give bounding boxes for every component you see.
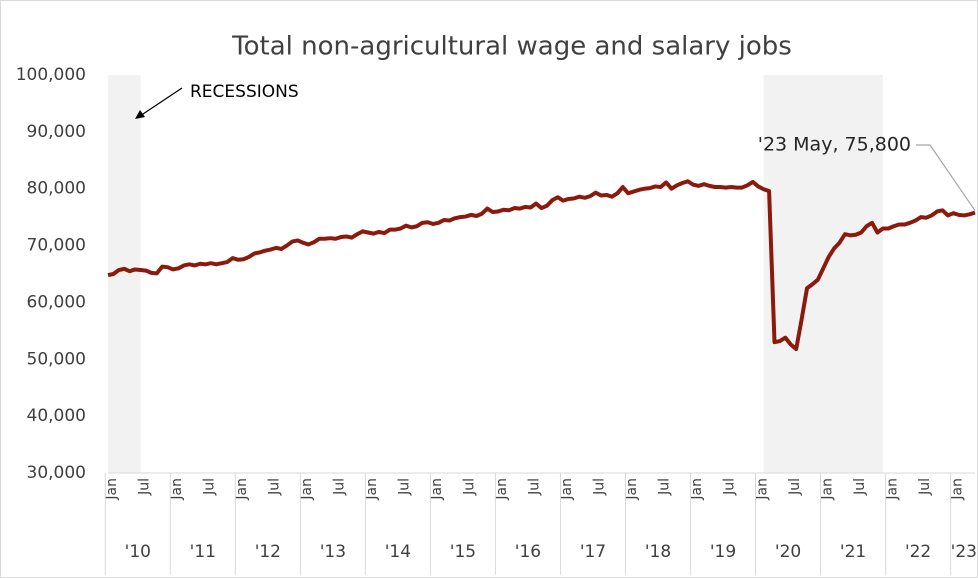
x-tick-label: Jul [657, 478, 673, 496]
x-tick-label: Jan [689, 478, 705, 501]
x-tick-label: Jan [624, 478, 640, 501]
recession-band [763, 75, 883, 473]
year-label: '14 [385, 542, 411, 562]
x-tick-label: Jan [169, 478, 185, 501]
x-tick-label: Jan [234, 478, 250, 501]
year-label: '23 [951, 542, 977, 562]
x-tick-label: Jan [559, 478, 575, 501]
x-tick-label: Jul [852, 478, 868, 496]
x-tick-label: Jul [787, 478, 803, 496]
annotation: '23 May, 75,800 [758, 134, 911, 156]
x-tick-label: Jul [917, 478, 933, 496]
year-label: '16 [515, 542, 541, 562]
x-tick-label: Jul [267, 478, 283, 496]
year-label: '20 [775, 542, 801, 562]
recession-label: RECESSIONS [190, 82, 299, 102]
x-tick-label: Jul [592, 478, 608, 496]
x-tick-label: Jan [949, 478, 965, 501]
x-tick-label: Jul [332, 478, 348, 496]
year-label: '12 [255, 542, 281, 562]
year-label: '21 [840, 542, 866, 562]
x-tick-label: Jan [299, 478, 315, 501]
x-tick-label: Jan [364, 478, 380, 501]
y-tick-label: 50,000 [27, 349, 86, 369]
x-tick-label: Jan [819, 478, 835, 501]
x-tick-label: Jul [137, 478, 153, 496]
year-label: '19 [710, 542, 736, 562]
y-tick-label: 80,000 [27, 179, 86, 199]
x-tick-label: Jul [462, 478, 478, 496]
year-label: '22 [905, 542, 931, 562]
x-tick-label: Jan [494, 478, 510, 501]
year-label: '11 [190, 542, 216, 562]
y-tick-label: 90,000 [27, 122, 86, 142]
y-tick-label: 60,000 [27, 292, 86, 312]
recession-arrow [139, 87, 183, 117]
year-label: '13 [320, 542, 346, 562]
x-tick-label: Jul [527, 478, 543, 496]
x-tick-label: Jul [722, 478, 738, 496]
x-tick-label: Jan [884, 478, 900, 501]
series-line [107, 179, 976, 352]
y-tick-label: 40,000 [27, 406, 86, 426]
x-tick-label: Jan [429, 478, 445, 501]
y-tick-label: 70,000 [27, 236, 86, 256]
year-label: '17 [580, 542, 606, 562]
y-tick-label: 100,000 [16, 65, 86, 85]
year-label: '15 [450, 542, 476, 562]
x-tick-label: Jan [754, 478, 770, 501]
x-tick-label: Jul [202, 478, 218, 496]
arrow-head [135, 110, 145, 119]
year-label: '10 [125, 542, 151, 562]
annotation-leader [916, 144, 976, 211]
chart-title: Total non-agricultural wage and salary j… [231, 32, 792, 62]
year-label: '18 [645, 542, 671, 562]
y-tick-label: 30,000 [27, 463, 86, 483]
x-tick-label: Jan [104, 478, 120, 501]
x-tick-label: Jul [397, 478, 413, 496]
